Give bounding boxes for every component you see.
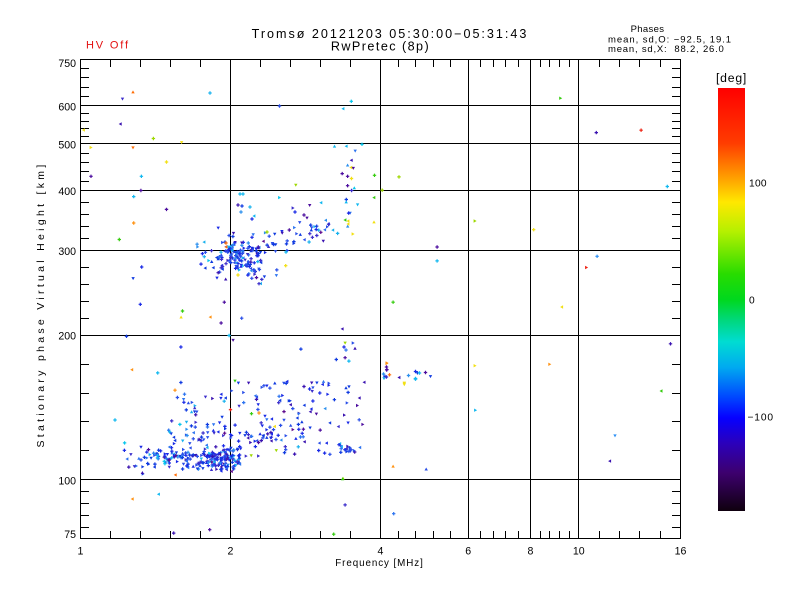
svg-text:2: 2	[228, 546, 234, 558]
svg-text:1: 1	[78, 546, 84, 558]
svg-text:600: 600	[58, 101, 76, 113]
svg-text:400: 400	[58, 186, 76, 198]
svg-text:8: 8	[528, 546, 534, 558]
svg-text:[deg]: [deg]	[716, 71, 747, 85]
svg-text:750: 750	[58, 58, 76, 70]
svg-text:HV Off: HV Off	[86, 40, 130, 52]
svg-text:Tromsø 20121203 05:30:00−05:31: Tromsø 20121203 05:30:00−05:31:43	[252, 27, 529, 41]
svg-text:Frequency [MHz]: Frequency [MHz]	[335, 558, 424, 569]
svg-text:Stationary phase Virtual Heigh: Stationary phase Virtual Height [km]	[35, 161, 47, 447]
svg-text:0: 0	[749, 296, 755, 307]
svg-text:200: 200	[58, 331, 76, 343]
svg-text:Phases: Phases	[631, 24, 665, 35]
svg-text:10: 10	[573, 546, 585, 558]
svg-text:4: 4	[378, 546, 384, 558]
svg-text:100: 100	[749, 179, 767, 190]
svg-text:300: 300	[58, 246, 76, 258]
svg-text:100: 100	[58, 475, 76, 487]
svg-text:mean, sd,O: −92.5, 19.1: mean, sd,O: −92.5, 19.1	[608, 35, 732, 46]
svg-text:6: 6	[465, 546, 471, 558]
svg-text:500: 500	[58, 139, 76, 151]
svg-text:mean, sd,X: 88.2, 26.0: mean, sd,X: 88.2, 26.0	[608, 44, 725, 55]
svg-text:RwPretec (8p): RwPretec (8p)	[331, 40, 430, 54]
svg-text:16: 16	[675, 546, 687, 558]
svg-text:−100: −100	[748, 413, 774, 424]
svg-text:75: 75	[64, 529, 76, 541]
